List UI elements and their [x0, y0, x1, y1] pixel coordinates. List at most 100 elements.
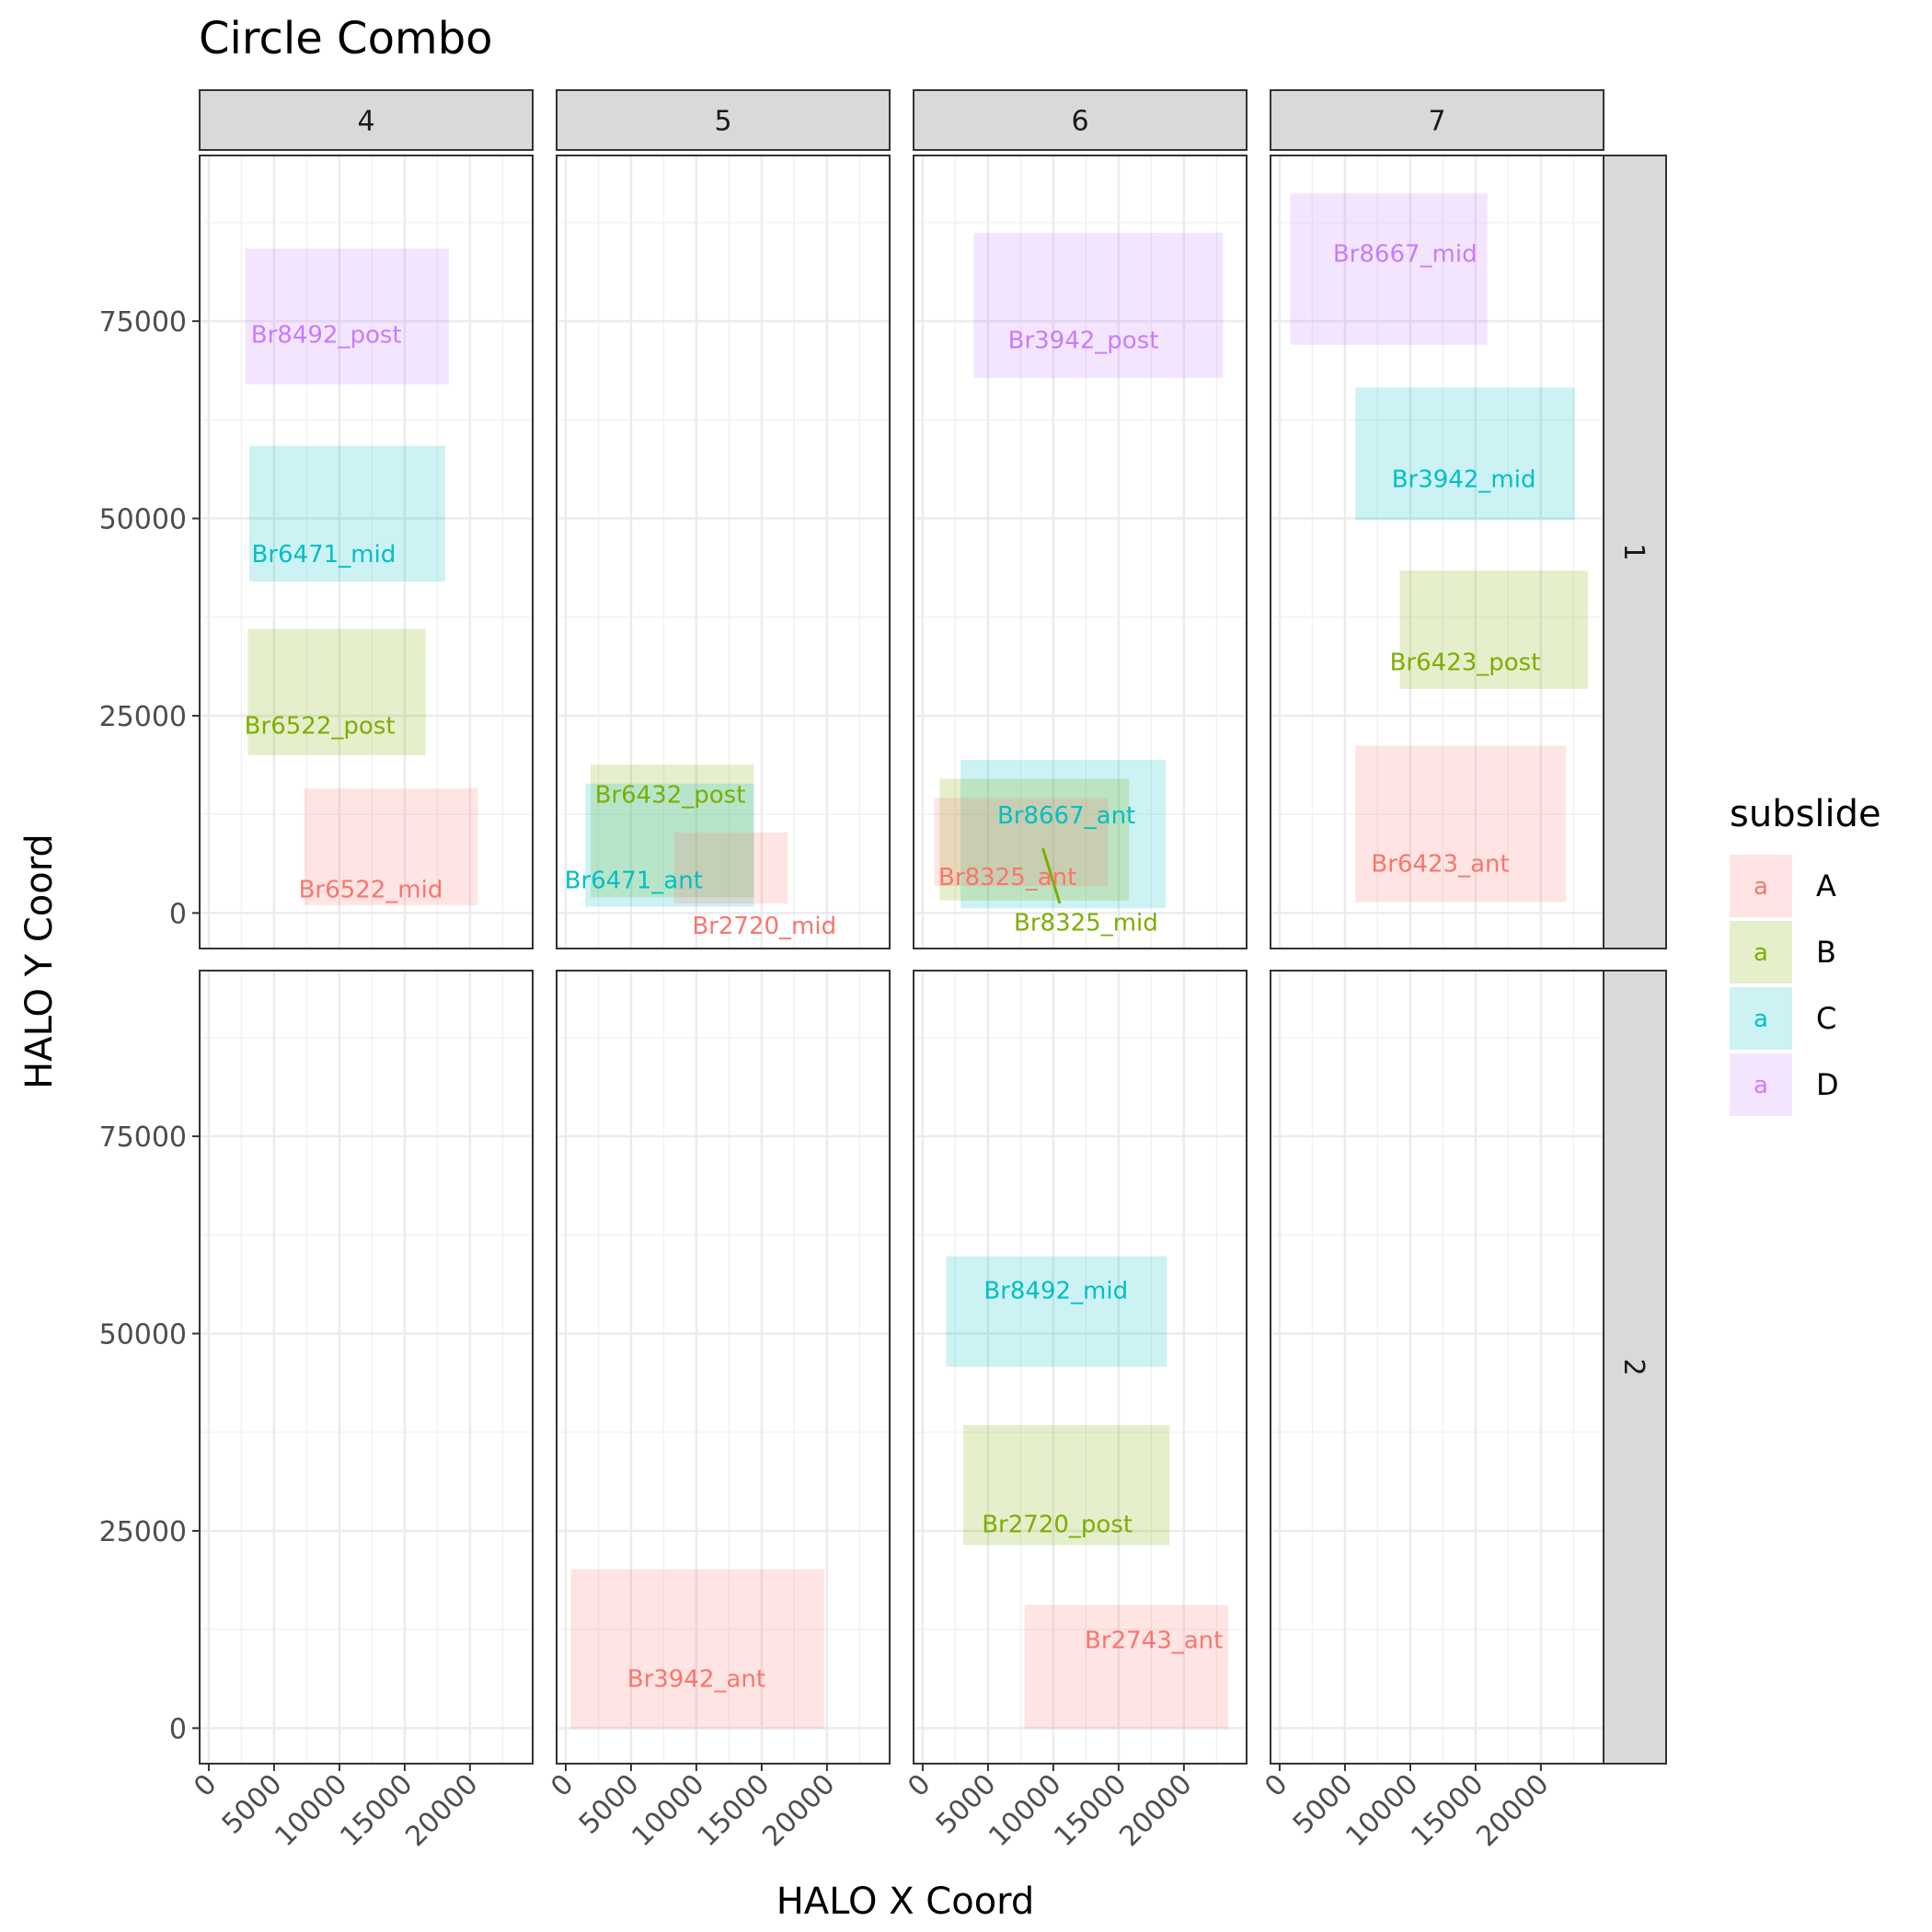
region-rect: [1024, 1604, 1229, 1730]
legend-key-glyph: a: [1754, 873, 1768, 901]
panel-border: [556, 970, 891, 1765]
legend-label: C: [1816, 1001, 1836, 1036]
facet-strip-col-5: [556, 89, 891, 151]
y-tick-label: 25000: [99, 701, 187, 733]
panel-background: [914, 155, 1247, 949]
region-rect: [1399, 570, 1588, 689]
region-rect: [973, 233, 1224, 378]
region-rect: [590, 765, 754, 898]
region-label: Br2720_mid: [692, 913, 836, 940]
panel-5-2: Br3942_ant: [556, 970, 891, 1765]
region-rect: [1355, 745, 1566, 903]
facet-strip-col-4: [199, 89, 534, 151]
legend-key: [1730, 855, 1792, 917]
region-rect: [1290, 193, 1488, 345]
panel-7-2: [1270, 970, 1604, 1765]
region-label: Br8667_mid: [1333, 240, 1478, 268]
facet-strip-label: 7: [1428, 106, 1445, 138]
region-rect: [585, 783, 754, 907]
legend-label: B: [1816, 935, 1836, 970]
facet-strip-label: 6: [1071, 106, 1088, 138]
x-tick-label: 10000: [1340, 1768, 1424, 1853]
region-label: Br6423_ant: [1371, 850, 1509, 878]
x-tick-label: 0: [1259, 1768, 1294, 1803]
region-rect: [245, 248, 450, 385]
region-rect: [673, 832, 788, 904]
panel-6-2: Br8492_mid Br2720_post Br2743_ant: [913, 970, 1248, 1765]
x-tick-label: 10000: [983, 1768, 1067, 1853]
legend-key-glyph: a: [1754, 1006, 1768, 1033]
region-label: Br6522_mid: [299, 877, 443, 904]
x-tick-label: 20000: [399, 1768, 484, 1853]
region-rect: [934, 798, 1109, 887]
facet-strip-col-6: [913, 89, 1248, 151]
x-tick-label: 15000: [1405, 1768, 1489, 1853]
region-label: Br3942_mid: [1392, 466, 1536, 494]
region-label: Br8667_ant: [997, 802, 1135, 830]
panel-4-2: [199, 970, 534, 1765]
facet-strip-label: 4: [357, 106, 374, 138]
x-tick-label: 10000: [626, 1768, 710, 1853]
x-tick-label: 20000: [1470, 1768, 1555, 1853]
region-rect: [962, 1425, 1170, 1546]
facet-panels: 4 5 6 7 1 Br8492_post Br6471_mid Br6522_post Br6…: [199, 89, 1667, 1765]
x-tick-label: 0: [902, 1768, 937, 1803]
region-label: Br6471_mid: [251, 541, 396, 569]
region-label: Br8492_post: [251, 322, 402, 350]
x-axis-title: HALO X Coord: [776, 1880, 1035, 1923]
y-tick-label: 75000: [99, 306, 187, 339]
panel-border: [1270, 155, 1604, 949]
panel-border: [913, 970, 1248, 1765]
panel-background: [1271, 155, 1604, 949]
panel-border: [199, 155, 534, 949]
chart-title: Circle Combo: [199, 13, 493, 64]
panel-background: [557, 155, 890, 949]
y-tick-label: 50000: [99, 1319, 187, 1351]
x-tick-label: 20000: [756, 1768, 841, 1853]
facet-strip-col-7: [1270, 89, 1604, 151]
region-rect: [1355, 387, 1575, 521]
panel-background: [557, 971, 890, 1764]
panel-background: [1271, 971, 1604, 1764]
region-label: Br6432_post: [595, 782, 746, 810]
region-label: Br8492_mid: [983, 1277, 1128, 1305]
panel-border: [199, 970, 534, 1765]
region-label: Br3942_ant: [627, 1665, 765, 1693]
x-tick-label: 10000: [269, 1768, 353, 1853]
legend-key: [1730, 921, 1792, 983]
panel-border: [913, 155, 1248, 949]
region-rect: [247, 628, 426, 755]
y-tick-label: 75000: [99, 1121, 187, 1154]
panel-5-1: Br6432_post Br6471_ant Br2720_mid: [556, 155, 891, 949]
panel-background: [914, 971, 1247, 1764]
y-axis-title: HALO Y Coord: [18, 834, 61, 1089]
panel-background: [200, 971, 533, 1764]
legend-key: [1730, 1053, 1792, 1116]
region-label: Br8325_mid: [1014, 910, 1158, 937]
x-tick-label: 0: [188, 1768, 223, 1803]
x-tick-label: 15000: [1048, 1768, 1133, 1853]
region-rect: [960, 760, 1166, 909]
legend-label: D: [1816, 1067, 1839, 1102]
y-tick-label: 0: [169, 1713, 187, 1745]
facet-strip-label: 1: [1617, 543, 1650, 560]
region-rect: [248, 445, 445, 582]
x-tick-label: 20000: [1113, 1768, 1198, 1853]
panel-border: [1270, 970, 1604, 1765]
region-label: Br6522_post: [245, 712, 396, 740]
facet-strip-label: 2: [1617, 1358, 1650, 1375]
facet-strip-row-1: [1603, 155, 1667, 949]
y-tick-label: 0: [169, 898, 187, 930]
legend-title: subslide: [1730, 793, 1881, 835]
region-rect: [939, 778, 1130, 901]
facet-strip-label: 5: [714, 106, 731, 138]
panel-background: [200, 155, 533, 949]
legend-key: [1730, 987, 1792, 1050]
region-rect: [570, 1570, 825, 1730]
x-tick-label: 15000: [691, 1768, 776, 1853]
legend-label: A: [1816, 868, 1836, 903]
x-tick-label: 15000: [334, 1768, 419, 1853]
